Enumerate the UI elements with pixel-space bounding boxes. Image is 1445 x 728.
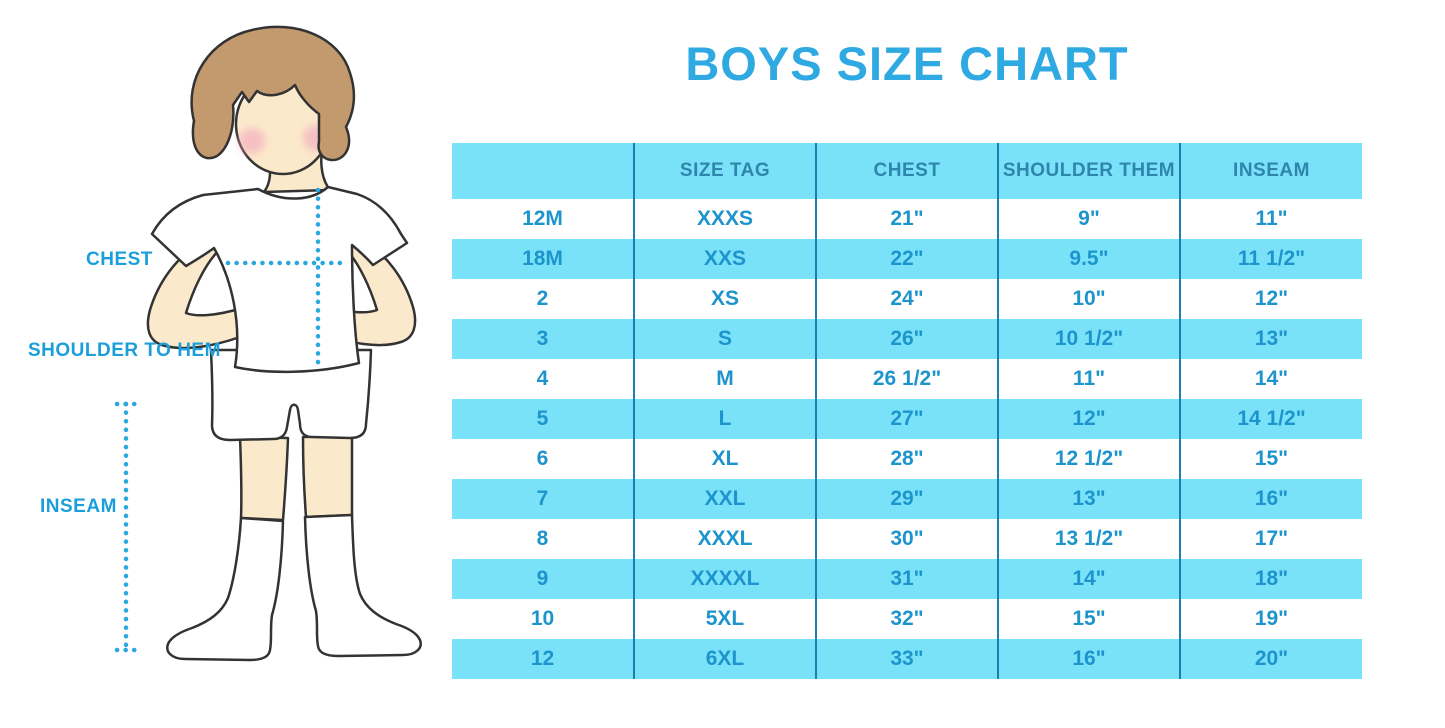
table-row: 9 XXXXL 31" 14" 18" — [452, 559, 1362, 599]
chest-label: CHEST — [86, 249, 153, 270]
table-row: 10 5XL 32" 15" 19" — [452, 599, 1362, 639]
size-table: SIZE TAG CHEST SHOULDER THEM INSEAM 12M XXXS… — [452, 143, 1362, 679]
table-cell: 2 — [452, 279, 635, 319]
shoulder-to-hem-label: SHOULDER TO HEM — [28, 340, 221, 361]
table-cell: 12 — [452, 639, 635, 679]
table-cell: 11" — [998, 359, 1181, 399]
boy-hair — [190, 25, 356, 162]
table-cell: 10 1/2" — [998, 319, 1181, 359]
table-cell: 5 — [452, 399, 635, 439]
table-cell: 16" — [1180, 479, 1362, 519]
table-row: 4 M 26 1/2" 11" 14" — [452, 359, 1362, 399]
table-cell: 9 — [452, 559, 635, 599]
table-cell: 26" — [816, 319, 999, 359]
table-cell: 11 1/2" — [1180, 239, 1362, 279]
table-row: 6 XL 28" 12 1/2" 15" — [452, 439, 1362, 479]
table-cell: 33" — [816, 639, 999, 679]
column-header: SIZE TAG — [634, 143, 817, 199]
table-cell: XXXXL — [634, 559, 817, 599]
table-cell: XXXL — [634, 519, 817, 559]
table-row: 12M XXXS 21" 9" 11" — [452, 199, 1362, 239]
table-cell: 17" — [1180, 519, 1362, 559]
table-cell: 12" — [1180, 279, 1362, 319]
table-cell: 15" — [1180, 439, 1362, 479]
table-cell: 21" — [816, 199, 999, 239]
table-cell: 6XL — [634, 639, 817, 679]
table-cell: 26 1/2" — [816, 359, 999, 399]
table-cell: 4 — [452, 359, 635, 399]
table-cell: 14" — [1180, 359, 1362, 399]
table-cell: 14 1/2" — [1180, 399, 1362, 439]
table-cell: 10" — [998, 279, 1181, 319]
table-cell: XXS — [634, 239, 817, 279]
table-row: 7 XXL 29" 13" 16" — [452, 479, 1362, 519]
table-cell: 19" — [1180, 599, 1362, 639]
boy-blush-left — [239, 128, 265, 154]
table-cell: XL — [634, 439, 817, 479]
table-cell: S — [634, 319, 817, 359]
page-title: BOYS SIZE CHART — [685, 37, 1129, 90]
table-cell: 20" — [1180, 639, 1362, 679]
table-row: 3 S 26" 10 1/2" 13" — [452, 319, 1362, 359]
boy-sock-left — [166, 516, 285, 662]
table-cell: 12 1/2" — [998, 439, 1181, 479]
table-cell: 28" — [816, 439, 999, 479]
table-cell: 29" — [816, 479, 999, 519]
table-cell: 5XL — [634, 599, 817, 639]
table-cell: 8 — [452, 519, 635, 559]
table-cell: L — [634, 399, 817, 439]
table-row: 8 XXXL 30" 13 1/2" 17" — [452, 519, 1362, 559]
boy-arm-left — [146, 241, 244, 350]
table-row: 12 6XL 33" 16" 20" — [452, 639, 1362, 679]
table-cell: 9.5" — [998, 239, 1181, 279]
table-cell: 15" — [998, 599, 1181, 639]
table-cell: 12" — [998, 399, 1181, 439]
table-cell: XS — [634, 279, 817, 319]
table-cell: XXXS — [634, 199, 817, 239]
boy-leg-right — [301, 434, 354, 519]
table-cell: 18" — [1180, 559, 1362, 599]
inseam-label: INSEAM — [40, 496, 117, 517]
boy-leg-left — [238, 435, 290, 522]
table-cell: 32" — [816, 599, 999, 639]
table-cell: 24" — [816, 279, 999, 319]
table-cell: 3 — [452, 319, 635, 359]
boy-shorts — [209, 348, 373, 442]
table-cell: 9" — [998, 199, 1181, 239]
table-cell: 13" — [1180, 319, 1362, 359]
table-row: 2 XS 24" 10" 12" — [452, 279, 1362, 319]
table-row: 5 L 27" 12" 14 1/2" — [452, 399, 1362, 439]
header-row: SIZE TAG CHEST SHOULDER THEM INSEAM — [452, 143, 1362, 199]
table-cell: 22" — [816, 239, 999, 279]
column-header — [452, 143, 635, 199]
boy-figure-illustration: CHEST SHOULDER TO HEM INSEAM — [0, 0, 460, 723]
table-cell: 13 1/2" — [998, 519, 1181, 559]
table-cell: 13" — [998, 479, 1181, 519]
table-cell: 30" — [816, 519, 999, 559]
table-row: 18M XXS 22" 9.5" 11 1/2" — [452, 239, 1362, 279]
table-cell: 31" — [816, 559, 999, 599]
table-cell: 14" — [998, 559, 1181, 599]
boy-sock-right — [303, 513, 422, 658]
column-header: CHEST — [816, 143, 999, 199]
boy-tshirt — [150, 185, 409, 374]
column-header: INSEAM — [1180, 143, 1362, 199]
table-cell: M — [634, 359, 817, 399]
table-cell: 10 — [452, 599, 635, 639]
table-cell: 16" — [998, 639, 1181, 679]
table-cell: 12M — [452, 199, 635, 239]
boy-figure-svg — [114, 25, 422, 662]
table-cell: XXL — [634, 479, 817, 519]
table-cell: 11" — [1180, 199, 1362, 239]
table-cell: 27" — [816, 399, 999, 439]
size-table-body: 12M XXXS 21" 9" 11" 18M XXS 22" 9.5" 11 1/2" 2 XS 24… — [452, 199, 1362, 679]
column-header: SHOULDER THEM — [998, 143, 1181, 199]
table-cell: 7 — [452, 479, 635, 519]
table-cell: 18M — [452, 239, 635, 279]
table-cell: 6 — [452, 439, 635, 479]
